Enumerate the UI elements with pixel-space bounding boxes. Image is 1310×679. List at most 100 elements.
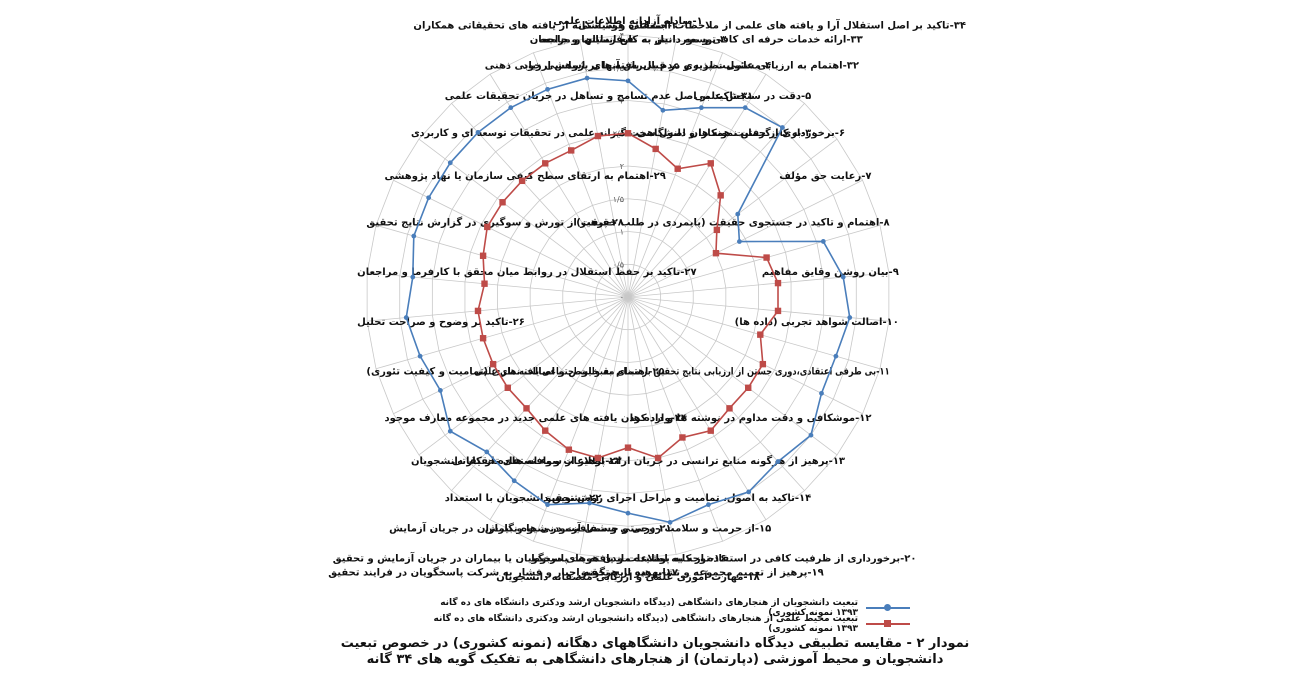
data-point [624, 130, 632, 137]
data-point [847, 315, 853, 320]
grid-spoke [393, 179, 629, 298]
data-point [745, 384, 752, 391]
category-label: ۲۶-تاکید بر وضوح و صراحت تحلیل [357, 317, 525, 328]
tick-label: ۴ [620, 31, 624, 40]
legend-label-series1: تبعیت دانشجویان از هنجارهای دانشگاهی (دی… [440, 598, 858, 618]
category-label: ۳۲-اهتمام به ارزیابی علمی نظریه و عدم پذ… [485, 59, 859, 72]
data-point [763, 254, 770, 261]
category-label: ۷-رعایت حق مؤلف [779, 171, 871, 182]
data-point [775, 459, 781, 464]
radar-chart: ۰۰/۵۱۱/۵۲۲/۵۳۳/۵۴ ۱-مبادله آزادانه اطلاع… [328, 14, 966, 583]
data-point [594, 454, 602, 462]
data-point [679, 434, 686, 441]
data-point [489, 360, 497, 368]
legend: تبعیت دانشجویان از هنجارهای دانشگاهی (دی… [430, 598, 910, 634]
data-point [594, 132, 602, 140]
data-point [481, 280, 488, 287]
data-point [545, 502, 550, 508]
tick-label: ۱ [620, 228, 624, 237]
data-point [707, 427, 714, 434]
category-label: ۱۷-پرهیز از هرگونه اجبار و فشار به شرکت … [328, 565, 678, 578]
grid-spoke [627, 296, 838, 456]
series-1 [403, 75, 853, 525]
category-label: ۱۱-بی طرفی اعتقادی،دوری جستن از ارزیابی … [474, 366, 889, 377]
data-point [437, 388, 443, 393]
data-point [447, 160, 453, 166]
data-point [833, 353, 839, 359]
data-point [499, 199, 506, 206]
grid-spoke [627, 224, 881, 298]
data-point [742, 105, 748, 111]
data-point [625, 78, 631, 84]
grid-spoke [627, 296, 863, 415]
category-label: ۱۴-تاکید به اصول، تمامیت و مراحل اجرای ر… [542, 493, 811, 504]
data-point [484, 449, 490, 455]
grid-spoke [627, 179, 863, 298]
category-label: ۱۹-پرهیز از تعمیم مجموعه و تشابهزده تایج… [578, 567, 824, 578]
grid-spoke [418, 296, 629, 456]
data-point [737, 239, 742, 244]
data-point [774, 279, 782, 287]
category-label: ۱۶-توجه به پوشیده ماندن هویت پاسخگویان ی… [333, 552, 727, 565]
category-label: ۸-اهتمام و تاکید در جستجوی حقیقت (پایمرد… [576, 218, 889, 229]
data-point [410, 274, 416, 280]
grid-spoke [627, 296, 767, 520]
data-point [625, 510, 631, 516]
data-point [808, 432, 814, 438]
grid-spoke [393, 296, 629, 415]
tick-label: ۳/۵ [613, 64, 624, 73]
category-label: ۳۰-به کار گرفتن نمونه ها و اصول سخت گیرا… [411, 126, 817, 139]
data-point [660, 107, 666, 113]
grid-spoke [627, 52, 724, 298]
category-label: ۲۲-تشویق دانشجویان با استعداد [445, 493, 602, 504]
grid-spoke [579, 296, 629, 555]
data-point [508, 105, 514, 111]
data-point [840, 274, 846, 280]
figure-caption: نمودار ۲ - مقایسه تطبیقی دیدگاه دانشجویا… [300, 636, 1010, 668]
data-point [652, 145, 659, 153]
tick-label: ۱/۵ [613, 195, 624, 204]
series-2 [474, 130, 782, 462]
data-point [726, 405, 733, 412]
category-label: ۶-برخورداری از حمایت همکاران دانشگاهی [637, 126, 845, 139]
grid-spoke [627, 296, 805, 491]
legend-swatch-series2 [866, 620, 910, 627]
caption-line-2: دانشجویان و محیط آموزشی (دپارتمان) از هن… [366, 652, 944, 667]
legend-item-series1: تبعیت دانشجویان از هنجارهای دانشگاهی (دی… [430, 598, 910, 618]
category-label: ۲-استفاده هوشمندانه از یافته های تحقیقات… [413, 21, 678, 32]
data-point [479, 335, 487, 342]
category-label: ۲۹-اهتمام به ارتقای سطح کیفی سازمان یا ن… [385, 171, 666, 182]
category-label: ۳۳-ارائه خدمات حرفه ای کافی و مورد نیاز … [530, 34, 863, 45]
data-point [584, 75, 590, 81]
radar-grid [366, 34, 890, 560]
data-point [545, 86, 550, 92]
data-point [674, 165, 681, 172]
category-label: ۱۸-مهارت آموزی علمی و ارزیابی منصفانه دا… [496, 570, 760, 583]
data-point [504, 384, 511, 391]
category-label: ۲۰-برخورداری از ظرفیت کافی در استفاده از… [530, 554, 917, 565]
data-point [757, 331, 764, 338]
data-point [654, 454, 662, 462]
category-label: ۱۲-موشکافی و دقت مداوم در نوشته ها و داد… [630, 413, 872, 424]
legend-swatch-series1 [866, 604, 910, 611]
data-point [518, 177, 526, 185]
category-label: ۲۵-اهتمام به خلوص و اصالت نظری (تمامیت و… [366, 366, 664, 377]
grid-spoke [375, 224, 629, 298]
grid-spoke [627, 39, 677, 298]
category-label: ۴-مسئولیت پذیری در قبال یافته های پژوهشی… [523, 61, 771, 72]
category-label: ۱۵-از حرمت و سلامت روحی و جسمی آزمودنی ه… [389, 521, 771, 534]
grid-spoke [627, 296, 724, 542]
caption-line-1: نمودار ۲ - مقایسه تطبیقی دیدگاه دانشجویا… [340, 636, 970, 651]
legend-label-series2: تبعیت محیط علمی از هنجارهای دانشگاهی (دی… [433, 614, 858, 634]
category-label: ۲۱-درستی و شفافیت در شیوه نگارش [485, 521, 672, 534]
tick-label: ۰/۵ [613, 260, 624, 269]
category-label: ۲۳-پرهیز از سوء استفاده از کار دانشجویان [411, 456, 622, 467]
data-point [712, 250, 720, 257]
data-point [411, 233, 417, 239]
tick-label: ۰ [620, 293, 624, 302]
grid-spoke [627, 296, 889, 322]
grid-spoke [627, 138, 838, 298]
grid-spoke [627, 74, 767, 298]
tick-label: ۲ [620, 162, 624, 171]
grid-spoke [532, 296, 629, 542]
